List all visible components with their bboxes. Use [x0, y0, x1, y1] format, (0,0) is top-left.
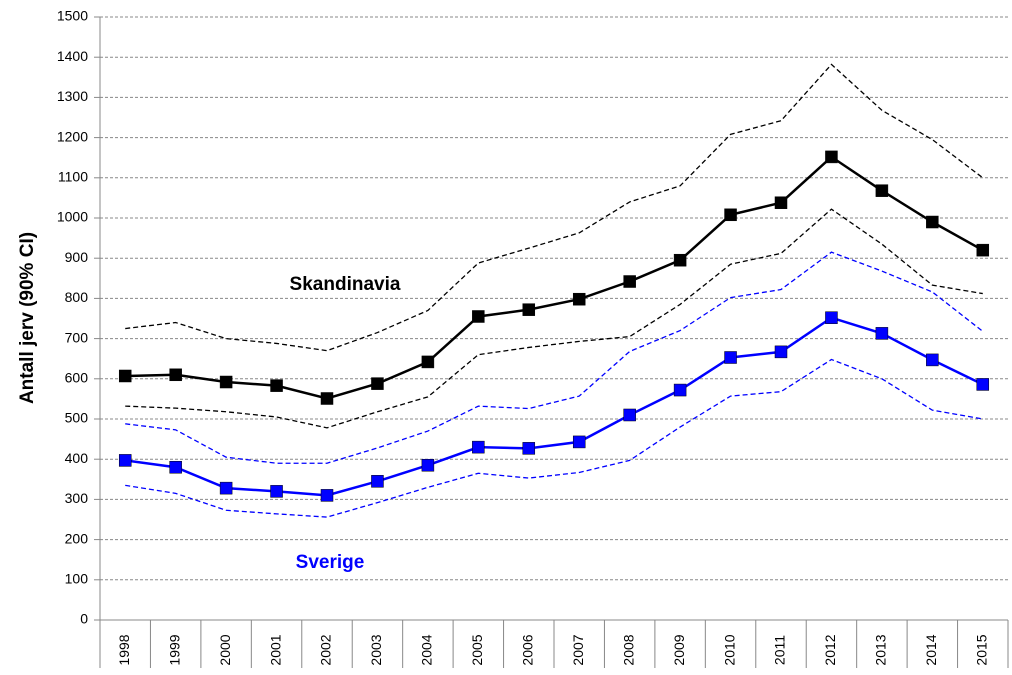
x-tick-label: 2013: [873, 634, 889, 665]
x-tick-label: 2015: [973, 634, 989, 665]
marker: [673, 383, 687, 397]
marker: [623, 408, 636, 422]
y-axis-label: Antall jerv (90% CI): [17, 232, 38, 404]
marker: [421, 458, 435, 472]
x-tick-label: 1999: [166, 634, 182, 665]
series-label: Skandinavia: [290, 274, 401, 295]
y-tick-label: 1100: [58, 169, 88, 185]
y-tick-label: 300: [65, 490, 89, 506]
marker: [421, 355, 435, 369]
marker: [875, 327, 889, 340]
x-tick-label: 2004: [419, 634, 435, 665]
series-line: [125, 155, 984, 400]
ci-line: [125, 63, 984, 352]
marker: [825, 311, 838, 324]
marker: [825, 150, 838, 164]
marker: [371, 377, 384, 390]
y-tick-label: 1200: [57, 128, 88, 144]
x-tick-label: 2010: [721, 634, 737, 665]
marker: [623, 275, 636, 288]
marker: [320, 489, 334, 502]
y-tick-label: 500: [65, 410, 89, 426]
x-tick-label: 2012: [822, 634, 838, 665]
marker: [926, 215, 939, 229]
marker: [572, 292, 586, 306]
y-tick-label: 400: [65, 450, 89, 466]
x-tick-label: 2011: [772, 635, 788, 665]
marker: [774, 196, 788, 209]
marker: [774, 345, 788, 359]
y-tick-label: 900: [65, 249, 89, 265]
x-tick-label: 2001: [267, 634, 283, 665]
marker: [219, 481, 233, 495]
ci-line: [125, 208, 983, 429]
marker: [875, 184, 889, 197]
x-tick-label: 1998: [116, 634, 132, 665]
marker: [673, 253, 687, 267]
marker: [219, 375, 233, 389]
marker: [976, 378, 990, 391]
marker: [320, 392, 334, 405]
y-tick-label: 1400: [57, 48, 88, 64]
y-tick-label: 800: [65, 289, 89, 305]
marker: [371, 475, 384, 488]
y-tick-label: 0: [80, 611, 88, 627]
x-tick-label: 2000: [217, 634, 233, 665]
x-tick-label: 2008: [620, 634, 636, 665]
marker: [522, 442, 536, 455]
y-tick-label: 200: [65, 530, 89, 546]
x-tick-label: 2014: [923, 634, 939, 665]
ci-line: [125, 358, 983, 518]
marker: [270, 485, 283, 498]
series-label: Sverige: [296, 552, 365, 573]
x-tick-label: 2002: [318, 634, 334, 665]
x-tick-label: 2006: [519, 634, 535, 665]
marker: [976, 243, 990, 257]
marker: [118, 369, 132, 383]
y-tick-label: 1300: [57, 88, 88, 104]
y-tick-label: 700: [65, 329, 89, 345]
x-tick-label: 2003: [368, 634, 384, 665]
y-tick-label: 1500: [57, 8, 88, 24]
marker: [522, 303, 536, 316]
marker: [270, 379, 283, 392]
marker: [118, 454, 132, 467]
x-tick-label: 2009: [671, 634, 687, 665]
x-tick-label: 2005: [469, 634, 485, 665]
y-tick-label: 100: [65, 571, 89, 587]
ci-line: [125, 251, 984, 464]
marker: [926, 353, 939, 367]
marker: [472, 440, 485, 454]
marker: [724, 208, 737, 222]
marker: [169, 460, 182, 474]
marker: [472, 310, 485, 323]
y-tick-label: 1000: [57, 209, 88, 225]
y-tick-label: 600: [65, 370, 89, 386]
marker: [724, 351, 737, 364]
x-tick-label: 2007: [570, 634, 586, 665]
marker: [169, 368, 182, 382]
series-line: [125, 316, 984, 497]
marker: [572, 435, 586, 449]
